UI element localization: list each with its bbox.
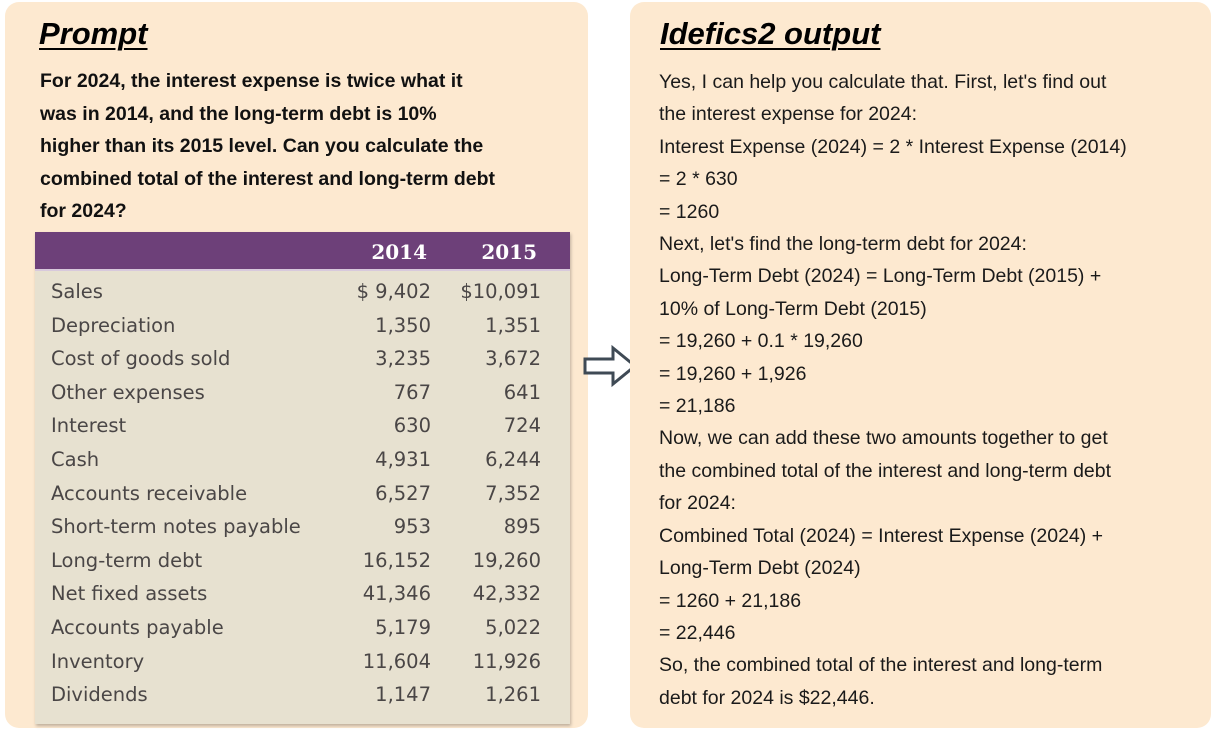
output-line: = 19,260 + 0.1 * 19,260 — [659, 330, 863, 353]
value-2015: $10,091 — [460, 280, 541, 303]
prompt-text: For 2024, the interest expense is twice … — [40, 65, 560, 228]
output-line: the interest expense for 2024: — [659, 103, 918, 126]
table-body: Sales $ 9,402 $10,091 Depreciation 1,350 1,3… — [35, 276, 570, 713]
row-label: Sales — [51, 280, 103, 303]
value-2015: 895 — [503, 515, 541, 539]
value-2015: 19,260 — [472, 548, 541, 572]
output-line: Next, let's find the long-term debt for … — [659, 233, 1027, 256]
value-2014: 11,604 — [362, 649, 431, 673]
output-line: Combined Total (2024) = Interest Expense… — [659, 524, 1104, 547]
row-label: Depreciation — [51, 313, 176, 337]
table-row: Interest 630 724 — [35, 410, 570, 444]
prompt-line: for 2024? — [40, 200, 127, 223]
output-line: for 2024: — [659, 492, 736, 515]
row-label: Other expenses — [51, 380, 205, 404]
value-2015: 6,244 — [485, 447, 541, 471]
value-2014: 16,152 — [362, 548, 431, 572]
value-2015: 1,261 — [485, 683, 541, 707]
row-label: Cost of goods sold — [51, 347, 231, 371]
value-2015: 5,022 — [485, 615, 541, 639]
row-label: Accounts payable — [51, 615, 224, 639]
row-label: Long-term debt — [51, 548, 203, 572]
output-text: Yes, I can help you calculate that. Firs… — [659, 66, 1204, 714]
financial-table: 2014 2015 Sales $ 9,402 $10,091 Depreciati… — [35, 232, 570, 724]
table-row: Inventory 11,604 11,926 — [35, 646, 570, 680]
output-line: Long-Term Debt (2024) — [659, 557, 861, 580]
row-label: Accounts receivable — [51, 481, 248, 505]
output-line: 10% of Long-Term Debt (2015) — [659, 297, 927, 320]
row-label: Short-term notes payable — [51, 515, 301, 539]
prompt-title: Prompt — [39, 16, 148, 51]
value-2014: 3,235 — [375, 347, 431, 371]
row-label: Dividends — [51, 683, 148, 707]
output-title: Idefics2 output — [660, 16, 881, 51]
output-line: = 2 * 630 — [659, 168, 738, 191]
value-2015: 3,672 — [485, 347, 541, 371]
table-row: Accounts receivable 6,527 7,352 — [35, 478, 570, 512]
value-2015: 724 — [503, 414, 541, 438]
output-line: Now, we can add these two amounts togeth… — [659, 427, 1108, 450]
output-line: = 1260 + 21,186 — [659, 589, 802, 612]
prompt-line: combined total of the interest and long-… — [40, 167, 496, 190]
output-line: the combined total of the interest and l… — [659, 459, 1112, 482]
output-line: Long-Term Debt (2024) = Long-Term Debt (… — [659, 265, 1102, 288]
output-line: Yes, I can help you calculate that. Firs… — [659, 71, 1107, 93]
output-panel: Idefics2 output Yes, I can help you calc… — [630, 2, 1211, 728]
row-label: Net fixed assets — [51, 582, 208, 606]
table-row: Other expenses 767 641 — [35, 377, 570, 411]
output-line: So, the combined total of the interest a… — [659, 654, 1103, 677]
value-2015: 11,926 — [472, 649, 541, 673]
table-row: Sales $ 9,402 $10,091 — [35, 276, 570, 310]
output-line: = 19,260 + 1,926 — [659, 362, 807, 385]
value-2014: 1,147 — [375, 683, 431, 707]
table-row: Long-term debt 16,152 19,260 — [35, 545, 570, 579]
row-label: Cash — [51, 447, 100, 471]
prompt-line: was in 2014, and the long-term debt is 1… — [40, 102, 437, 125]
year-header-2015: 2015 — [481, 240, 537, 264]
output-line: = 21,186 — [659, 395, 736, 418]
value-2014: 4,931 — [375, 447, 431, 471]
prompt-line: For 2024, the interest expense is twice … — [40, 70, 463, 92]
value-2014: 6,527 — [375, 481, 431, 505]
value-2014: 41,346 — [362, 582, 431, 606]
year-header-2014: 2014 — [371, 240, 427, 264]
table-row: Short-term notes payable 953 895 — [35, 511, 570, 545]
prompt-line: higher than its 2015 level. Can you calc… — [40, 135, 484, 158]
value-2014: 1,350 — [375, 313, 431, 337]
value-2015: 42,332 — [472, 582, 541, 606]
table-row: Dividends 1,147 1,261 — [35, 679, 570, 713]
row-label: Interest — [51, 414, 127, 438]
value-2015: 641 — [503, 380, 541, 404]
value-2014: 953 — [393, 515, 431, 539]
output-line: = 1260 — [659, 200, 720, 223]
table-row: Net fixed assets 41,346 42,332 — [35, 578, 570, 612]
value-2014: $ 9,402 — [356, 280, 431, 303]
table-row: Depreciation 1,350 1,351 — [35, 310, 570, 344]
table-header: 2014 2015 — [35, 232, 570, 271]
value-2015: 1,351 — [485, 313, 541, 337]
right-arrow-icon — [583, 344, 638, 388]
table-row: Accounts payable 5,179 5,022 — [35, 612, 570, 646]
output-line: = 22,446 — [659, 621, 736, 644]
value-2015: 7,352 — [485, 481, 541, 505]
value-2014: 5,179 — [375, 615, 431, 639]
table-row: Cost of goods sold 3,235 3,672 — [35, 343, 570, 377]
value-2014: 630 — [393, 414, 431, 438]
prompt-panel: Prompt For 2024, the interest expense is… — [5, 2, 588, 728]
value-2014: 767 — [393, 380, 431, 404]
table-row: Cash 4,931 6,244 — [35, 444, 570, 478]
row-label: Inventory — [51, 649, 145, 673]
output-line: Interest Expense (2024) = 2 * Interest E… — [659, 135, 1127, 158]
output-line: debt for 2024 is $22,446. — [659, 686, 875, 709]
